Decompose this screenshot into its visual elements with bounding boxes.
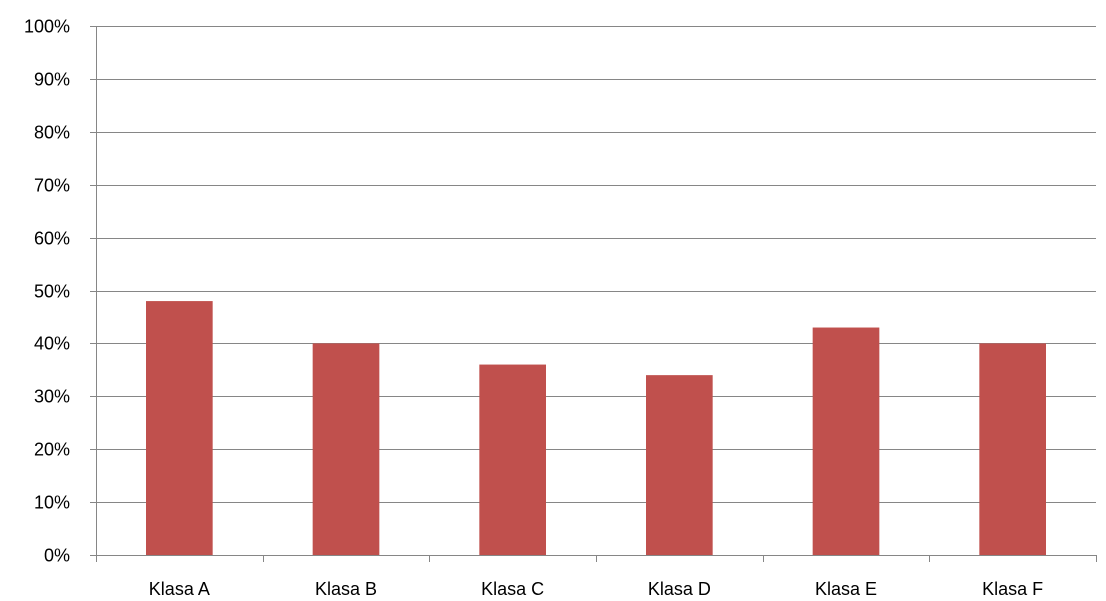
y-tick-label: 30% xyxy=(34,387,70,407)
x-tick-label: Klasa F xyxy=(982,579,1043,599)
x-tick-label: Klasa A xyxy=(149,579,210,599)
y-tick-label: 90% xyxy=(34,70,70,90)
y-tick-label: 70% xyxy=(34,176,70,196)
y-tick-label: 0% xyxy=(44,546,70,566)
x-tick-label: Klasa B xyxy=(315,579,377,599)
bar-klasa-c xyxy=(479,364,546,555)
bar-klasa-f xyxy=(979,343,1046,555)
bars xyxy=(146,301,1046,555)
bar-klasa-d xyxy=(646,375,713,555)
x-tick-label: Klasa E xyxy=(815,579,877,599)
bar-klasa-b xyxy=(312,343,380,555)
y-tick-label: 40% xyxy=(34,334,70,354)
y-tick-labels: 0% 10% 20% 30% 40% 50% 60% 70% 80% 90% 100% xyxy=(24,17,70,566)
x-tick-labels: Klasa A Klasa B Klasa C Klasa D Klasa E Klasa… xyxy=(149,579,1043,599)
gridlines xyxy=(96,26,1096,503)
bar-klasa-e xyxy=(812,327,880,555)
y-tick-label: 50% xyxy=(34,282,70,302)
x-tick-label: Klasa C xyxy=(481,579,544,599)
y-tick-label: 20% xyxy=(34,440,70,460)
y-tick-label: 10% xyxy=(34,493,70,513)
x-tick-label: Klasa D xyxy=(648,579,711,599)
axes xyxy=(90,26,1097,562)
bar-klasa-a xyxy=(146,301,213,555)
y-tick-label: 80% xyxy=(34,123,70,143)
y-tick-label: 100% xyxy=(24,17,70,37)
y-tick-label: 60% xyxy=(34,229,70,249)
